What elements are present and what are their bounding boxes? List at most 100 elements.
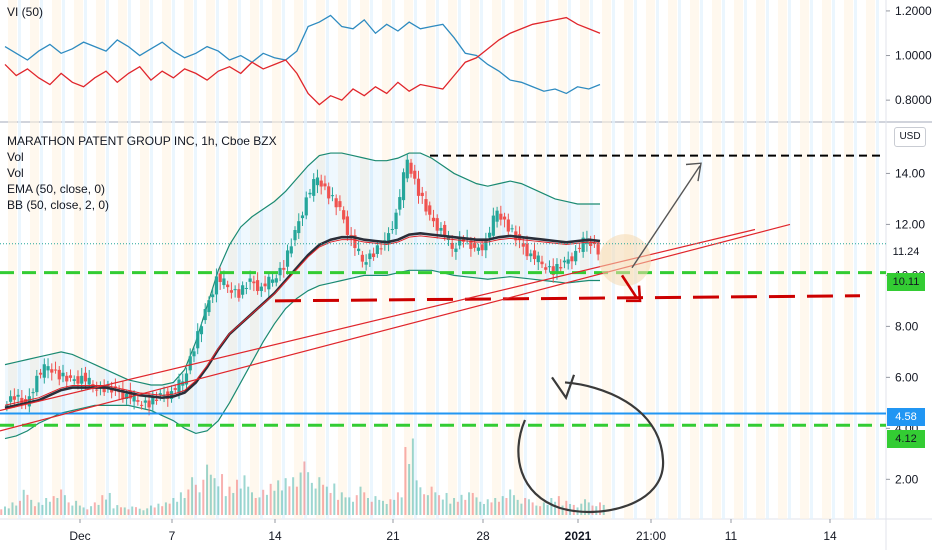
candle-body bbox=[252, 281, 256, 284]
session-stripe bbox=[162, 0, 171, 519]
legend-vol-1[interactable]: Vol bbox=[7, 150, 24, 164]
volume-bar bbox=[41, 504, 44, 515]
volume-bar bbox=[90, 506, 93, 515]
time-tick-label: 21:00 bbox=[636, 529, 666, 543]
candle-body bbox=[300, 215, 305, 219]
bb-fill bbox=[5, 153, 600, 439]
candle-body bbox=[173, 388, 177, 390]
volume-bar bbox=[93, 502, 96, 515]
candle-body bbox=[315, 177, 320, 186]
volume-bar bbox=[26, 494, 29, 515]
volume-bar bbox=[423, 494, 426, 515]
volume-bar bbox=[524, 498, 527, 515]
candle-body bbox=[72, 379, 76, 381]
session-stripe-blue bbox=[722, 0, 725, 519]
session-stripe-blue bbox=[238, 0, 241, 519]
candle-body bbox=[357, 248, 361, 252]
candle-body bbox=[128, 390, 132, 399]
price-legend[interactable]: MARATHON PATENT GROUP INC, 1h, Cboe BZX … bbox=[7, 133, 277, 213]
candle-body bbox=[151, 396, 155, 405]
candle-body bbox=[31, 392, 35, 394]
candle-body bbox=[83, 372, 88, 382]
candle-body bbox=[241, 285, 245, 295]
session-stripe-blue bbox=[854, 0, 857, 519]
candle-body bbox=[488, 232, 492, 238]
candle-body bbox=[454, 248, 458, 252]
symbol-title[interactable]: MARATHON PATENT GROUP INC, 1h, Cboe BZX bbox=[7, 134, 277, 148]
volume-bar bbox=[546, 504, 549, 515]
candle-body bbox=[379, 248, 383, 250]
vi-title: VI (50) bbox=[7, 5, 44, 19]
legend-bb[interactable]: BB (50, close, 2, 0) bbox=[7, 198, 110, 212]
volume-bar bbox=[501, 496, 504, 515]
volume-bar bbox=[554, 501, 557, 515]
candle-body bbox=[38, 372, 43, 375]
volume-bar bbox=[325, 486, 328, 515]
candle-body bbox=[226, 284, 230, 288]
session-stripe-blue bbox=[84, 0, 87, 519]
candle-body bbox=[338, 201, 342, 208]
price-tick-label: 6.00 bbox=[895, 370, 919, 384]
volume-bar bbox=[213, 478, 216, 515]
time-tick-label: 7 bbox=[169, 529, 176, 543]
candle-body bbox=[218, 273, 222, 283]
candle-body bbox=[255, 280, 260, 292]
candle-body bbox=[589, 241, 593, 246]
session-stripe-blue bbox=[832, 0, 835, 519]
candle-body bbox=[544, 267, 548, 270]
volume-bar bbox=[310, 482, 313, 515]
session-stripe-blue bbox=[216, 0, 219, 519]
volume-bar bbox=[236, 479, 239, 515]
volume-bar bbox=[490, 502, 493, 515]
candle-body bbox=[222, 278, 226, 286]
volume-bar bbox=[587, 502, 590, 515]
volume-bar bbox=[460, 494, 463, 515]
volume-bar bbox=[123, 507, 126, 515]
volume-bar bbox=[468, 492, 471, 515]
volume-bar bbox=[337, 499, 340, 515]
volume-bar bbox=[101, 495, 104, 515]
volume-bar bbox=[232, 492, 235, 515]
currency-button[interactable]: USD bbox=[894, 127, 926, 147]
volume-bar bbox=[505, 498, 508, 515]
candle-body bbox=[342, 210, 346, 220]
volume-bar bbox=[52, 496, 55, 515]
drawings[interactable] bbox=[0, 154, 886, 514]
candle-body bbox=[65, 375, 69, 382]
candle-body bbox=[372, 253, 376, 258]
candle-body bbox=[435, 218, 439, 231]
candle-body bbox=[413, 170, 417, 179]
volume-bar bbox=[352, 501, 355, 515]
volume-bar bbox=[116, 505, 119, 515]
volume-bar bbox=[434, 492, 437, 515]
vi-legend[interactable]: VI (50) bbox=[7, 4, 43, 20]
session-stripe-blue bbox=[370, 0, 373, 519]
candle-body bbox=[68, 375, 73, 378]
vi-series-1 bbox=[4, 14, 601, 95]
session-stripe-blue bbox=[106, 0, 109, 519]
session-stripe-blue bbox=[546, 0, 549, 519]
candle-body bbox=[147, 400, 151, 408]
volume-bar bbox=[602, 504, 605, 515]
vi-tick-label: 0.8000 bbox=[895, 93, 932, 107]
indicator-pane bbox=[0, 0, 886, 120]
volume-bar bbox=[516, 499, 519, 515]
session-stripe bbox=[382, 0, 391, 519]
volume-bar bbox=[599, 502, 601, 515]
volume-bar bbox=[453, 498, 456, 515]
candle-body bbox=[42, 364, 46, 378]
volume-bar bbox=[411, 438, 414, 515]
legend-ema[interactable]: EMA (50, close, 0) bbox=[7, 182, 106, 196]
volume-bar bbox=[206, 464, 209, 515]
candle-body bbox=[312, 179, 316, 196]
legend-vol-2[interactable]: Vol bbox=[7, 166, 24, 180]
candle-body bbox=[87, 377, 91, 385]
candle-body bbox=[510, 228, 514, 230]
volume-bar bbox=[404, 447, 407, 515]
volume-bar bbox=[557, 496, 560, 515]
ema-50-line bbox=[4, 232, 601, 410]
candle-body bbox=[192, 351, 196, 357]
volume-bar bbox=[157, 503, 160, 515]
